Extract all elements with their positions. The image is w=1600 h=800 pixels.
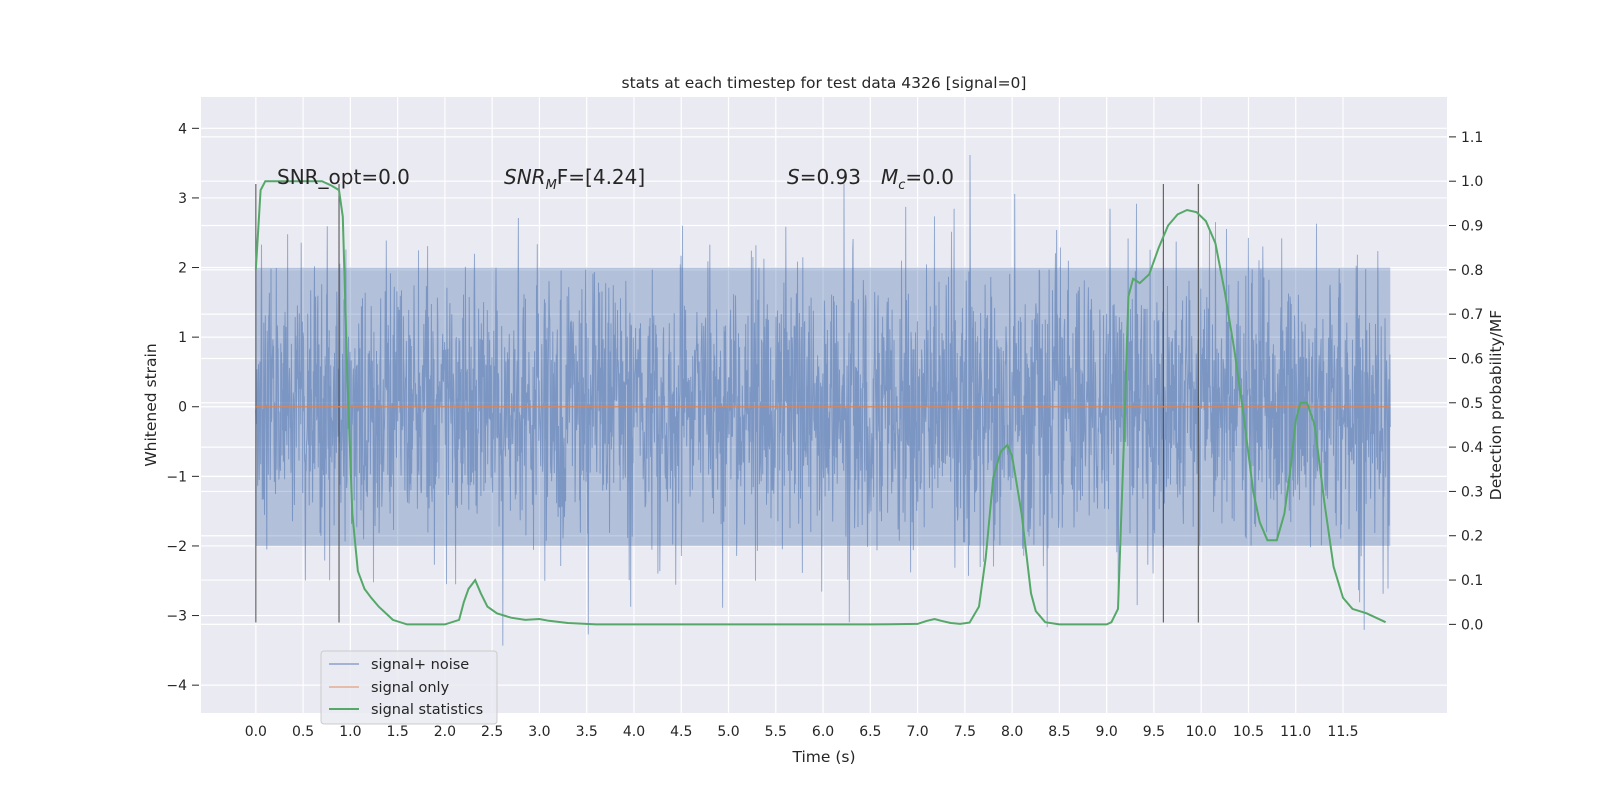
x-tick-label: 3.5 (576, 724, 598, 740)
x-tick-label: 10.5 (1233, 724, 1264, 740)
y2-tick-labels: 0.0 0.1 0.2 0.3 0.4 0.5 0.6 0.7 0.8 0.9 1.0 1.1 (1449, 130, 1483, 633)
x-tick-label: 2.5 (481, 724, 503, 740)
x-tick-label: 4.5 (670, 724, 692, 740)
y2-tick-label: 1.0 (1461, 174, 1483, 190)
x-tick-label: 5.5 (765, 724, 787, 740)
x-tick-labels: 0.0 0.5 1.0 1.5 2.0 2.5 3.0 3.5 4.0 4.5 5.0 5.5 6.0 6… (245, 724, 1359, 740)
x-tick-label: 9.5 (1143, 724, 1165, 740)
y-tick-label: −3 (166, 609, 187, 625)
x-tick-label: 11.0 (1280, 724, 1311, 740)
y2-tick-label: 0.4 (1461, 440, 1483, 456)
y2-axis-label: Detection probability/MF (1487, 310, 1505, 501)
y-tick-label: 3 (178, 191, 187, 207)
annotation-snr-mf: SNRMF=[4.24] (504, 165, 645, 193)
legend-label-signal: signal only (371, 680, 450, 696)
y2-tick-label: 0.3 (1461, 484, 1483, 500)
y-tick-label: −2 (166, 539, 187, 555)
y-tick-label: 0 (178, 400, 187, 416)
x-tick-label: 1.5 (387, 724, 409, 740)
noise-path (255, 154, 1391, 646)
annotation-mc: Mc=0.0 (881, 165, 954, 193)
x-axis-label: Time (s) (791, 748, 855, 766)
x-tick-label: 4.0 (623, 724, 645, 740)
y-tick-labels: 4 3 2 1 0 −1 −2 −3 −4 (166, 121, 199, 694)
x-tick-label: 7.5 (954, 724, 976, 740)
y2-tick-label: 0.5 (1461, 396, 1483, 412)
annotation-snr-opt: SNR_opt=0.0 (277, 165, 410, 189)
y2-tick-label: 0.6 (1461, 351, 1483, 367)
y-tick-label: −1 (166, 469, 187, 485)
y2-tick-label: 0.2 (1461, 529, 1483, 545)
y2-tick-label: 0.1 (1461, 573, 1483, 589)
legend: signal+ noise signal only signal statist… (320, 650, 498, 725)
annotation-s: S=0.93 (787, 165, 861, 189)
y2-tick-label: 0.8 (1461, 263, 1483, 279)
legend-box (320, 650, 498, 725)
y-tick-label: 1 (178, 330, 187, 346)
y-tick-label: 2 (178, 261, 187, 277)
signal-statistics-line (254, 180, 1387, 626)
y2-tick-label: 0.9 (1461, 219, 1483, 235)
x-tick-label: 3.0 (528, 724, 550, 740)
x-tick-label: 6.5 (859, 724, 881, 740)
y2-tick-label: 0.7 (1461, 307, 1483, 323)
chart-title: stats at each timestep for test data 432… (622, 74, 1027, 92)
x-tick-label: 9.0 (1096, 724, 1118, 740)
y-axis-label: Whitened strain (142, 343, 160, 466)
y-tick-label: −4 (166, 678, 187, 694)
y-tick-label: 4 (178, 121, 187, 137)
legend-label-noise: signal+ noise (371, 657, 469, 673)
x-tick-label: 1.0 (339, 724, 361, 740)
x-tick-label: 6.0 (812, 724, 834, 740)
x-tick-label: 8.5 (1048, 724, 1070, 740)
x-tick-label: 8.0 (1001, 724, 1023, 740)
x-tick-label: 0.0 (245, 724, 267, 740)
legend-label-stats: signal statistics (371, 702, 483, 718)
y2-tick-label: 1.1 (1461, 130, 1483, 146)
y2-tick-label: 0.0 (1461, 617, 1483, 633)
x-tick-label: 7.0 (906, 724, 928, 740)
x-tick-label: 5.0 (717, 724, 739, 740)
x-tick-label: 11.5 (1327, 724, 1358, 740)
x-tick-label: 0.5 (292, 724, 314, 740)
x-tick-label: 10.0 (1186, 724, 1217, 740)
x-tick-label: 2.0 (434, 724, 456, 740)
